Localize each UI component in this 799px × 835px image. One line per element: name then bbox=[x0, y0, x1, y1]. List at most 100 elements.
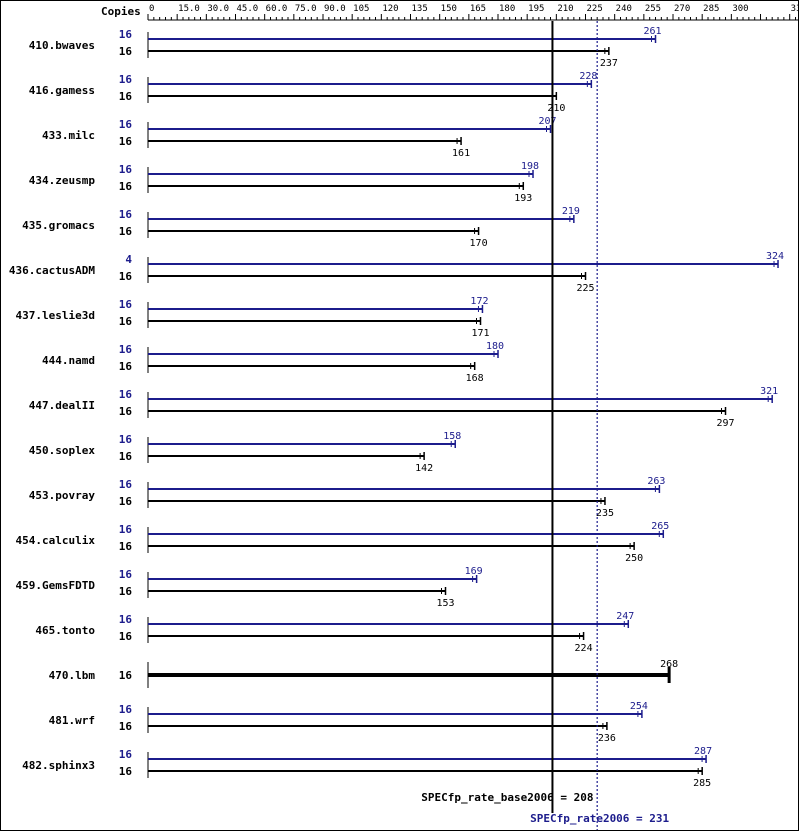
summary-layer: SPECfp_rate_base2006 = 208 SPECfp_rate200… bbox=[421, 21, 670, 830]
data-label-peak: 254 bbox=[630, 701, 648, 712]
data-label-peak: 265 bbox=[651, 521, 669, 532]
data-label-peak: 261 bbox=[643, 26, 661, 37]
copies-base: 16 bbox=[119, 135, 133, 148]
copies-base: 16 bbox=[119, 45, 133, 58]
tick-label: 270 bbox=[674, 4, 690, 14]
summary-base-label: SPECfp_rate_base2006 = 208 bbox=[421, 791, 593, 804]
benchmark-name: 416.gamess bbox=[29, 84, 95, 97]
copies-base: 16 bbox=[119, 720, 133, 733]
summary-peak-label: SPECfp_rate2006 = 231 bbox=[530, 812, 669, 825]
data-label-peak: 219 bbox=[562, 206, 580, 217]
data-label-base: 142 bbox=[415, 463, 433, 474]
copies-base: 16 bbox=[119, 360, 133, 373]
benchmark-row: 470.lbm 16 268 bbox=[49, 659, 678, 688]
copies-base: 16 bbox=[119, 450, 133, 463]
copies-peak: 16 bbox=[119, 703, 133, 716]
copies-base: 16 bbox=[119, 540, 133, 553]
benchmark-name: 444.namd bbox=[42, 354, 95, 367]
tick-label: 165 bbox=[470, 4, 486, 14]
copies-base: 16 bbox=[119, 405, 133, 418]
tick-label: 180 bbox=[499, 4, 515, 14]
benchmark-name: 433.milc bbox=[42, 129, 95, 142]
benchmark-name: 450.soplex bbox=[29, 444, 96, 457]
copies-base: 16 bbox=[119, 495, 133, 508]
benchmark-row: 450.soplex 16 158 16 142 bbox=[29, 431, 461, 474]
benchmark-row: 453.povray 16 263 16 235 bbox=[29, 476, 666, 519]
data-label-peak: 324 bbox=[766, 251, 784, 262]
benchmark-row: 481.wrf 16 254 16 236 bbox=[49, 701, 648, 744]
copies-base: 16 bbox=[119, 180, 133, 193]
copies-base: 16 bbox=[119, 765, 133, 778]
copies-peak: 16 bbox=[119, 298, 133, 311]
data-label-peak: 321 bbox=[760, 386, 778, 397]
benchmark-name: 470.lbm bbox=[49, 669, 96, 682]
copies-header: Copies bbox=[101, 5, 141, 18]
benchmark-name: 453.povray bbox=[29, 489, 96, 502]
data-label-peak: 207 bbox=[538, 116, 556, 127]
copies-peak: 16 bbox=[119, 73, 133, 86]
benchmark-name: 454.calculix bbox=[16, 534, 96, 547]
data-label-base: 225 bbox=[576, 283, 594, 294]
data-label-base: 250 bbox=[625, 553, 643, 564]
benchmark-row: 444.namd 16 180 16 168 bbox=[42, 341, 504, 384]
data-label-base: 236 bbox=[598, 733, 616, 744]
tick-label: 225 bbox=[587, 4, 603, 14]
tick-label: 285 bbox=[703, 4, 719, 14]
data-label-peak: 169 bbox=[465, 566, 483, 577]
copies-base: 16 bbox=[119, 90, 133, 103]
copies-peak: 16 bbox=[119, 613, 133, 626]
benchmark-row: 436.cactusADM 4 324 16 225 bbox=[9, 251, 784, 294]
data-label-base: 193 bbox=[514, 193, 532, 204]
benchmark-name: 482.sphinx3 bbox=[22, 759, 95, 772]
copies-base: 16 bbox=[119, 315, 133, 328]
data-label-peak: 263 bbox=[647, 476, 665, 487]
benchmark-row: 433.milc 16 207 16 161 bbox=[42, 116, 557, 159]
axis-layer: Copies 0 15.0 30.0 45.0 60.0 75.0 90.0 105 120 135… bbox=[101, 4, 799, 21]
benchmark-name: 435.gromacs bbox=[22, 219, 95, 232]
data-label-single: 268 bbox=[660, 659, 678, 670]
copies-peak: 16 bbox=[119, 388, 133, 401]
rows-layer: 410.bwaves 16 261 16 237 416.gamess 16 228 16 210… bbox=[9, 26, 784, 789]
data-label-peak: 158 bbox=[443, 431, 461, 442]
tick-label: 150 bbox=[441, 4, 457, 14]
copies-peak: 16 bbox=[119, 478, 133, 491]
data-label-base: 224 bbox=[575, 643, 593, 654]
benchmark-row: 482.sphinx3 16 287 16 285 bbox=[22, 746, 712, 789]
data-label-peak: 287 bbox=[694, 746, 712, 757]
benchmark-row: 416.gamess 16 228 16 210 bbox=[29, 71, 598, 114]
copies-peak: 16 bbox=[119, 748, 133, 761]
data-label-base: 161 bbox=[452, 148, 470, 159]
tick-label: 30.0 bbox=[207, 4, 229, 14]
benchmark-name: 436.cactusADM bbox=[9, 264, 95, 277]
data-label-peak: 247 bbox=[616, 611, 634, 622]
copies-base: 16 bbox=[119, 225, 133, 238]
data-label-base: 237 bbox=[600, 58, 618, 69]
data-label-peak: 172 bbox=[470, 296, 488, 307]
benchmark-row: 454.calculix 16 265 16 250 bbox=[16, 521, 670, 564]
tick-label: 0 bbox=[149, 4, 154, 14]
copies-peak: 16 bbox=[119, 433, 133, 446]
copies-peak: 16 bbox=[119, 118, 133, 131]
copies-base: 16 bbox=[119, 270, 133, 283]
data-label-base: 170 bbox=[470, 238, 488, 249]
benchmark-name: 437.leslie3d bbox=[16, 309, 95, 322]
tick-label: 15.0 bbox=[178, 4, 200, 14]
data-label-base: 285 bbox=[693, 778, 711, 789]
tick-label: 45.0 bbox=[237, 4, 259, 14]
copies-base: 16 bbox=[119, 585, 133, 598]
data-label-base: 297 bbox=[716, 418, 734, 429]
copies-peak: 16 bbox=[119, 568, 133, 581]
benchmark-row: 459.GemsFDTD 16 169 16 153 bbox=[16, 566, 483, 609]
tick-label: 120 bbox=[382, 4, 398, 14]
tick-label: 300 bbox=[732, 4, 748, 14]
data-label-base: 171 bbox=[471, 328, 489, 339]
data-label-peak: 228 bbox=[579, 71, 597, 82]
tick-label: 255 bbox=[645, 4, 661, 14]
data-label-base: 210 bbox=[547, 103, 565, 114]
copies-peak: 16 bbox=[119, 343, 133, 356]
copies-peak: 16 bbox=[119, 208, 133, 221]
benchmark-row: 434.zeusmp 16 198 16 193 bbox=[29, 161, 539, 204]
data-label-base: 235 bbox=[596, 508, 614, 519]
